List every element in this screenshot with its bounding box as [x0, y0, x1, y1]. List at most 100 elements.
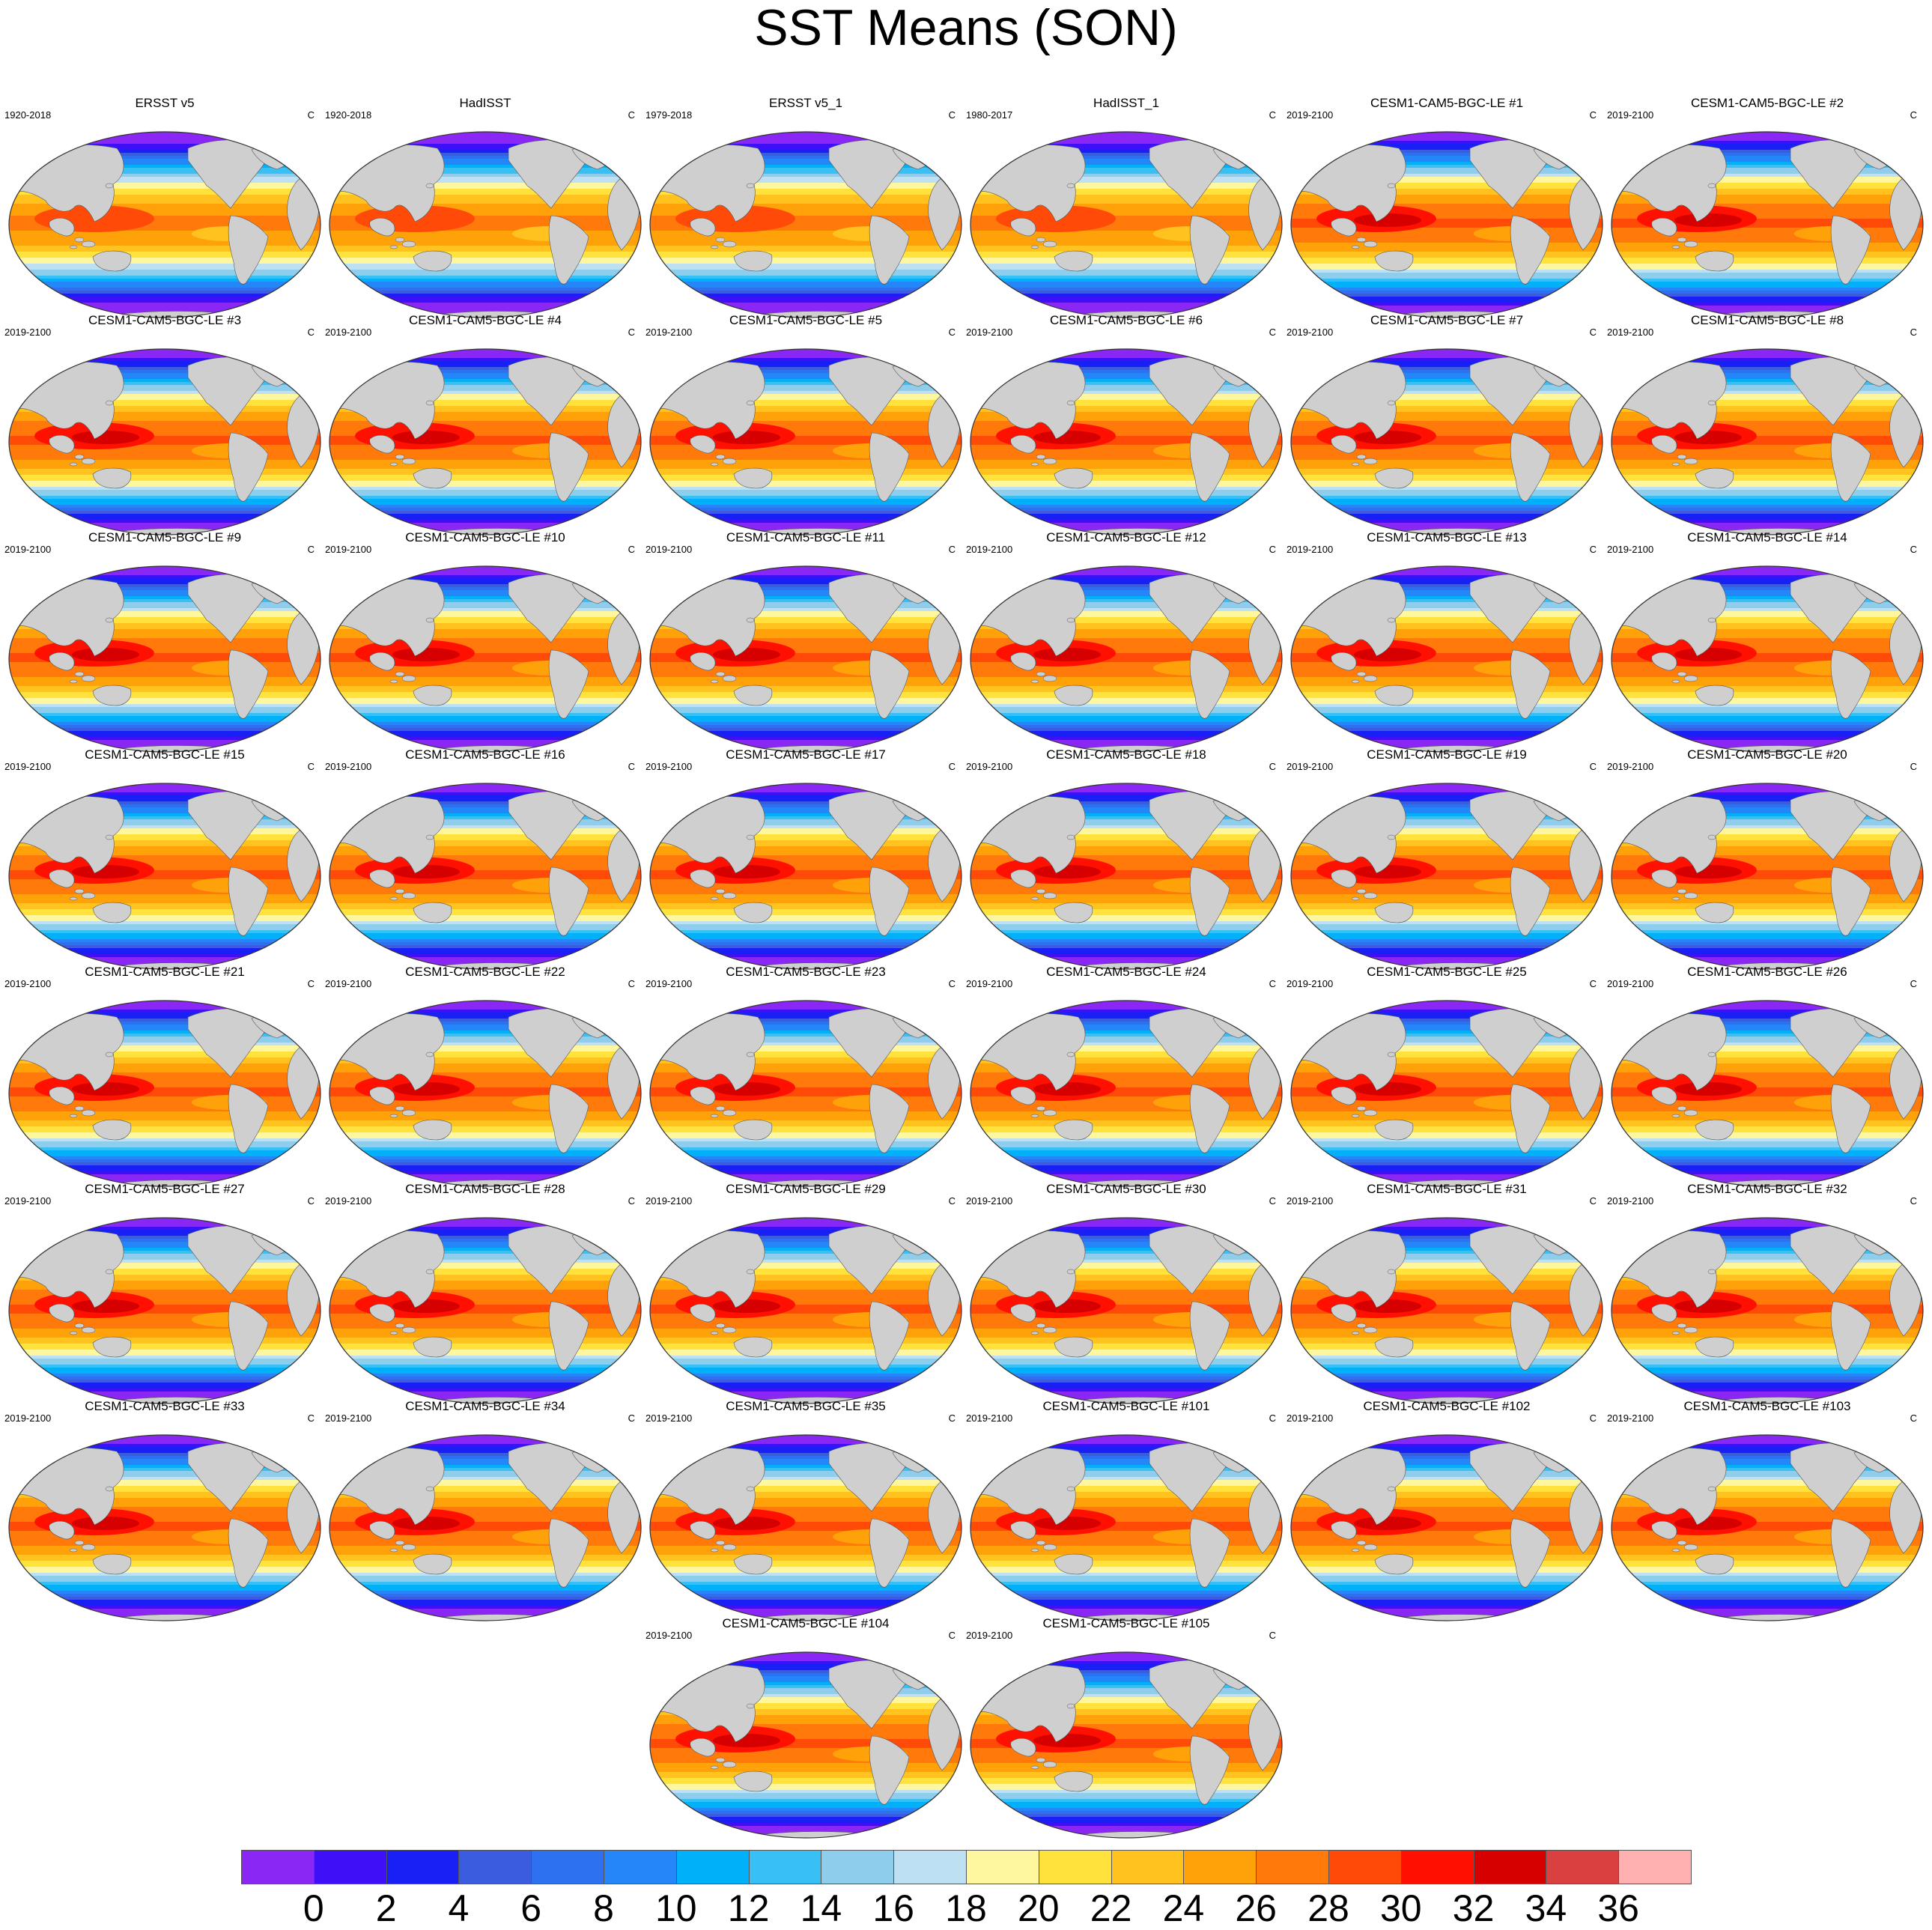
south-america-land	[869, 215, 910, 285]
sst-band	[9, 737, 321, 741]
sst-band	[329, 668, 641, 672]
sst-band	[9, 1471, 321, 1475]
sst-band	[9, 1314, 321, 1317]
sst-band	[329, 180, 641, 183]
sst-band	[329, 1138, 641, 1142]
india-land	[1651, 1520, 1677, 1540]
sst-band	[1291, 1513, 1603, 1517]
map-outline	[649, 348, 962, 535]
warm-pool-core	[1674, 213, 1742, 227]
sst-band	[970, 605, 1282, 609]
panel-unit: C	[1910, 544, 1917, 555]
sst-band	[329, 210, 641, 213]
sst-band	[650, 1661, 962, 1665]
sst-band	[1291, 1480, 1603, 1484]
sst-band	[329, 1386, 641, 1389]
sst-band	[1291, 822, 1603, 826]
sst-band	[1291, 909, 1603, 913]
colorbar-tick-label: 34	[1525, 1887, 1567, 1929]
sst-band	[9, 1054, 321, 1058]
sst-band	[1611, 569, 1923, 573]
sst-band	[1611, 195, 1923, 198]
island-land	[1387, 400, 1396, 406]
sst-band	[970, 1123, 1282, 1127]
sst-band	[650, 1102, 962, 1106]
sst-band	[9, 960, 321, 964]
sst-band	[650, 734, 962, 738]
sst-band	[650, 942, 962, 946]
warm-pool-core	[1354, 431, 1421, 444]
sst-band	[650, 1438, 962, 1442]
sst-band	[1611, 1281, 1923, 1284]
sst-band	[650, 228, 962, 231]
sst-band	[970, 1549, 1282, 1553]
sst-band	[1611, 249, 1923, 252]
island-land	[715, 888, 726, 894]
panel-title: CESM1-CAM5-BGC-LE #6	[1049, 313, 1203, 327]
sst-band	[329, 397, 641, 401]
sst-band	[329, 740, 641, 744]
colorbar-tick-label: 6	[520, 1887, 542, 1929]
sst-band	[329, 873, 641, 877]
panel-title: CESM1-CAM5-BGC-LE #102	[1363, 1399, 1531, 1413]
sst-band	[9, 1281, 321, 1284]
sst-band	[1291, 1383, 1603, 1386]
map-outline	[8, 1217, 321, 1404]
sst-band	[1611, 1090, 1923, 1094]
south-america-land	[1510, 1518, 1551, 1588]
sst-band	[9, 783, 321, 787]
sst-band	[329, 1582, 641, 1585]
warm-pool-core	[72, 1517, 139, 1530]
sst-band	[1611, 1383, 1923, 1386]
colorbar-tick-label: 14	[800, 1887, 842, 1929]
map-outline	[970, 1434, 1283, 1621]
sst-band	[1611, 418, 1923, 422]
island-land	[1707, 1052, 1716, 1057]
island-land	[1042, 458, 1057, 465]
sst-band	[9, 1007, 321, 1010]
sst-band	[650, 418, 962, 422]
sst-band	[650, 1658, 962, 1662]
sst-band	[650, 1811, 962, 1815]
south-america-land	[1189, 1735, 1230, 1805]
sst-band	[970, 255, 1282, 258]
sst-band	[650, 424, 962, 428]
sst-band	[1611, 349, 1923, 353]
sst-band	[970, 1052, 1282, 1055]
sst-band	[1611, 1221, 1923, 1225]
sst-band	[970, 412, 1282, 416]
panel-unit: C	[948, 1630, 956, 1641]
sst-band	[1611, 861, 1923, 865]
sst-band	[329, 1081, 641, 1085]
sst-band	[650, 1290, 962, 1293]
sst-band	[970, 1111, 1282, 1115]
sst-band	[970, 1395, 1282, 1398]
sst-band	[329, 1162, 641, 1166]
panel-years: 2019-2100	[966, 327, 1013, 338]
sst-band	[329, 1135, 641, 1139]
sst-band	[9, 1594, 321, 1597]
island-land	[1036, 237, 1046, 243]
sst-band	[970, 225, 1282, 228]
sst-band	[1611, 406, 1923, 410]
sst-band	[329, 1320, 641, 1323]
sst-band	[1291, 1459, 1603, 1463]
sst-band	[650, 195, 962, 198]
sst-band	[970, 1344, 1282, 1347]
sst-band	[970, 1709, 1282, 1713]
sst-band	[9, 611, 321, 615]
sst-band	[1291, 1010, 1603, 1013]
sst-band	[970, 1251, 1282, 1254]
sst-band	[1291, 1329, 1603, 1332]
sst-band	[650, 1275, 962, 1278]
sst-band	[1611, 1359, 1923, 1362]
sst-band	[329, 614, 641, 618]
sst-band	[9, 1612, 321, 1615]
colorbar-tick-label: 32	[1452, 1887, 1495, 1929]
sst-band	[329, 1302, 641, 1305]
sst-band	[1291, 1284, 1603, 1287]
sst-band	[1611, 602, 1923, 606]
sst-band	[329, 481, 641, 485]
sst-band	[970, 617, 1282, 621]
sst-band	[650, 1350, 962, 1353]
